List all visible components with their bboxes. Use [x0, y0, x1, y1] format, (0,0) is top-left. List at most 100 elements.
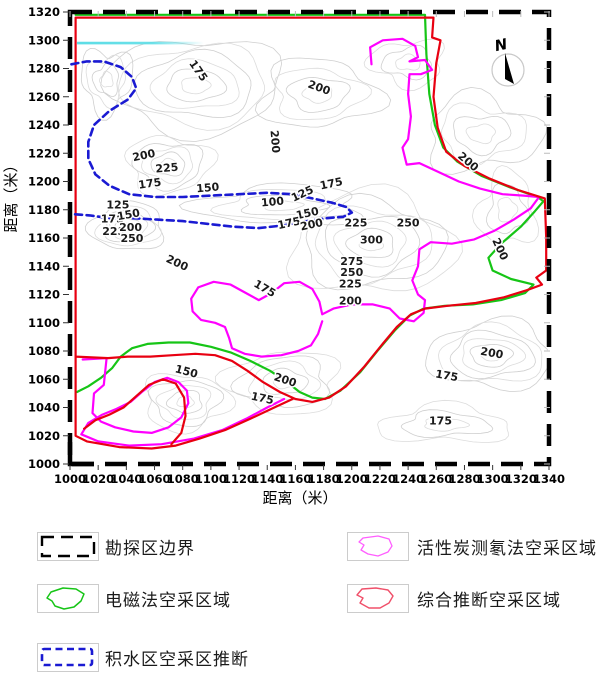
- contour-value-label: 150: [196, 180, 220, 195]
- contour-line: [377, 399, 509, 444]
- contour-value-label: 200: [164, 252, 191, 274]
- contour-line: [94, 205, 163, 247]
- contour-line: [104, 209, 157, 243]
- x-tick-label: 1140: [251, 472, 283, 486]
- y-tick-label: 1120: [28, 288, 60, 302]
- contour-line: [449, 329, 536, 380]
- contour-line: [149, 58, 240, 109]
- contour-line: [314, 205, 433, 287]
- contour-line: [84, 200, 165, 250]
- region-outline-combined: [74, 355, 294, 450]
- contour-line: [240, 194, 331, 216]
- contour-value-label: 175: [101, 212, 124, 225]
- contour-value-label: 175: [429, 414, 452, 427]
- legend-item-combined: 综合推断空采区域: [347, 584, 561, 613]
- legend-swatch-combined: [347, 584, 409, 613]
- contour-line: [363, 38, 445, 92]
- contour-line: [260, 199, 305, 212]
- contour-line: [358, 235, 385, 252]
- contour-line: [144, 373, 237, 435]
- contour-line: [85, 54, 126, 110]
- y-tick-label: 1160: [28, 231, 60, 245]
- x-tick-label: 1300: [477, 472, 509, 486]
- y-tick-label: 1060: [28, 372, 60, 386]
- contour-line: [159, 157, 178, 171]
- y-tick-label: 1300: [28, 33, 60, 47]
- contour-line: [131, 143, 204, 192]
- x-tick-label: 1180: [308, 472, 340, 486]
- legend-item-em: 电磁法空采区域: [37, 584, 231, 613]
- contour-value-label: 250: [121, 232, 144, 245]
- contour-value-label: 175: [434, 367, 459, 384]
- contour-line: [305, 192, 449, 291]
- contour-value-label: 225: [339, 277, 362, 290]
- y-tick-label: 1280: [28, 62, 60, 76]
- contour-line: [462, 338, 527, 375]
- x-tick-label: 1200: [336, 472, 368, 486]
- contour-value-label: 175: [138, 176, 163, 192]
- x-tick-label: 1120: [223, 472, 255, 486]
- y-tick-label: 1180: [28, 203, 60, 217]
- contour-line: [497, 196, 519, 223]
- contour-value-label: 100: [261, 195, 285, 210]
- legend-label: 勘探区边界: [105, 539, 195, 559]
- contour-value-label: 225: [155, 161, 179, 176]
- y-tick-label: 1100: [28, 316, 60, 330]
- contour-line: [248, 360, 322, 401]
- x-tick-label: 1100: [195, 472, 227, 486]
- x-tick-label: 1020: [82, 472, 114, 486]
- radon-region-icon: [358, 535, 393, 557]
- axes-layer: 1000102010401060108011001120114011601180…: [28, 5, 565, 486]
- contour-line: [465, 123, 496, 145]
- contour-line: [117, 42, 265, 131]
- contour-line: [91, 61, 119, 98]
- contour-line: [155, 384, 212, 420]
- contour-line: [181, 77, 212, 95]
- x-tick-label: 1000: [54, 472, 86, 486]
- contour-value-label: 175: [186, 58, 210, 84]
- y-tick-label: 1260: [28, 90, 60, 104]
- north-arrow-needle: [505, 53, 514, 84]
- legend-label: 综合推断空采区域: [417, 591, 561, 611]
- x-tick-label: 1160: [279, 472, 311, 486]
- axis-corner: [67, 442, 94, 467]
- contour-value-label: 200: [131, 147, 157, 165]
- contour-line: [272, 375, 297, 390]
- legend-item-water: 积水区空采区推断: [37, 643, 249, 672]
- contour-line: [274, 67, 372, 121]
- north-label: N: [493, 35, 509, 55]
- water-dash-icon: [40, 647, 94, 667]
- combined-region-icon: [356, 587, 394, 609]
- contour-line: [345, 227, 394, 258]
- contour-line: [178, 182, 365, 226]
- x-tick-label: 1060: [139, 472, 171, 486]
- contour-line: [425, 315, 548, 393]
- contour-lines-layer: [80, 38, 548, 444]
- contour-line: [165, 389, 203, 414]
- contour-line: [120, 222, 135, 232]
- em-region-icon: [46, 587, 85, 610]
- north-arrow-icon: N: [491, 35, 525, 87]
- x-tick-label: 1220: [364, 472, 396, 486]
- contour-line: [141, 146, 194, 185]
- y-tick-label: 1080: [28, 344, 60, 358]
- contour-line: [166, 68, 228, 103]
- contour-value-label: 125: [106, 198, 129, 211]
- contour-value-label: 175: [250, 390, 275, 407]
- contour-value-label: 200: [267, 130, 282, 154]
- contour-value-label: 200: [299, 216, 325, 234]
- contour-line: [210, 189, 353, 220]
- legend-label: 积水区空采区推断: [105, 650, 249, 670]
- x-tick-label: 1340: [533, 472, 565, 486]
- legend-item-radon: 活性炭测氡法空采区域: [347, 532, 597, 561]
- contour-line: [380, 44, 432, 81]
- legend-label: 活性炭测氡法空采区域: [417, 539, 597, 559]
- contour-value-label: 225: [345, 217, 368, 230]
- contour-line: [469, 343, 515, 368]
- legend-swatch-water: [37, 643, 99, 672]
- contour-value-label: 200: [455, 150, 481, 175]
- y-axis-title: 距离（米）: [2, 157, 20, 232]
- contour-line: [301, 85, 333, 104]
- y-tick-label: 1000: [28, 457, 60, 471]
- contour-line: [429, 86, 548, 175]
